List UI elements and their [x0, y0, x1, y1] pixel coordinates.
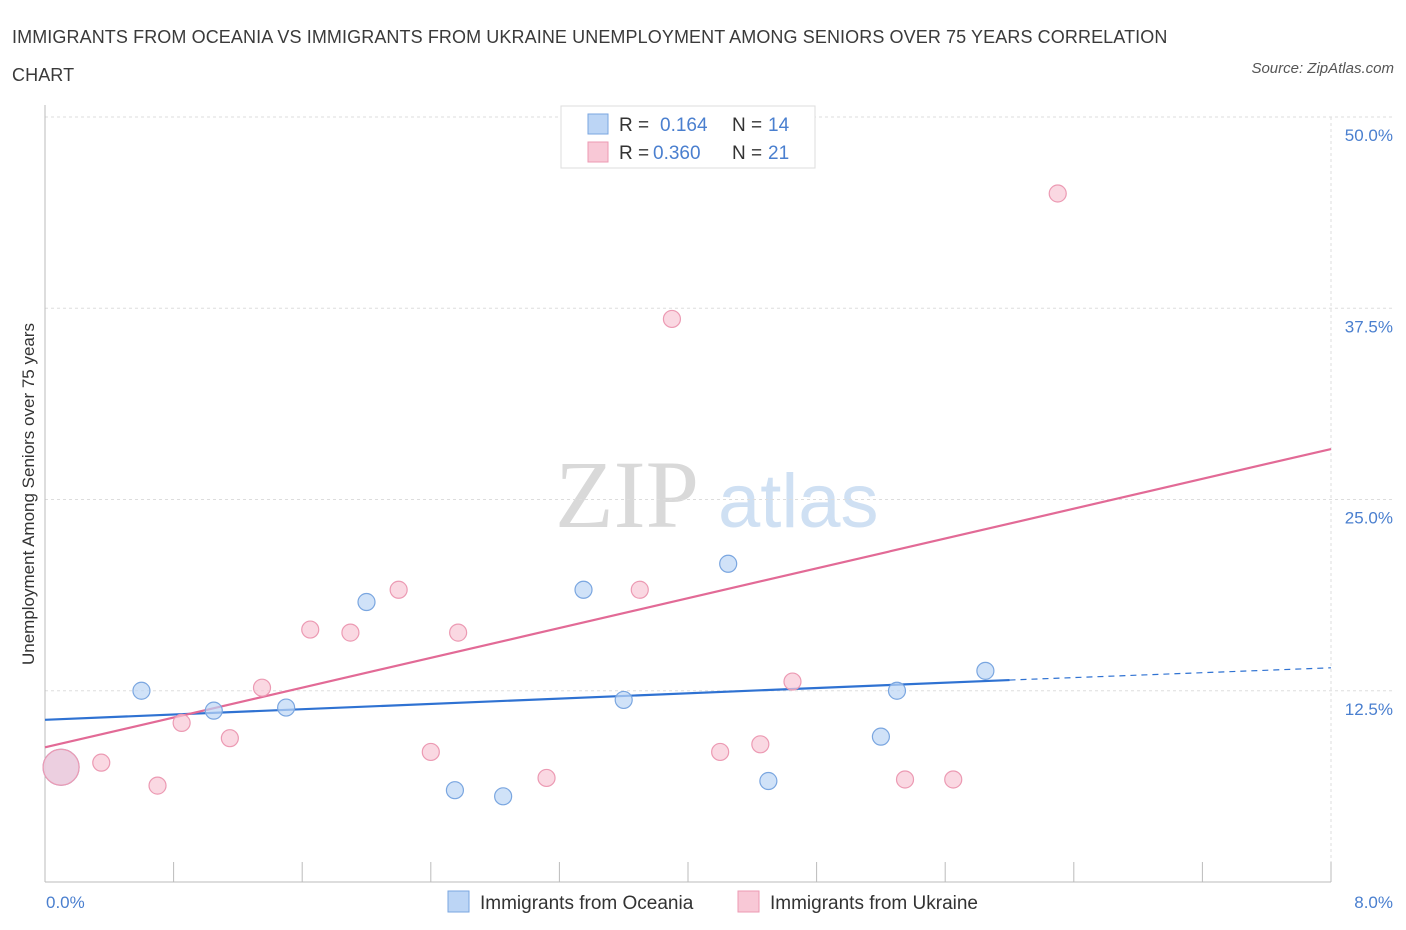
- point-ukraine: [421, 742, 440, 762]
- point-ukraine: [172, 713, 191, 732]
- point-oceania: [277, 698, 296, 717]
- point-ukraine: [42, 748, 80, 786]
- point-ukraine: [341, 623, 360, 642]
- point-oceania: [132, 681, 151, 700]
- point-ukraine: [537, 768, 556, 788]
- x-tick-label-max: 8.0%: [1354, 893, 1393, 912]
- x-tick-label-min: 0.0%: [46, 893, 85, 912]
- legend-r-label-oceania: R =: [619, 115, 649, 136]
- legend-n-value-ukraine: 21: [768, 143, 789, 164]
- y-tick-label: 12.5%: [1345, 700, 1393, 719]
- legend-n-label-oceania: N =: [732, 115, 762, 136]
- trend-line-ukraine: [44, 447, 1332, 749]
- y-tick-label: 37.5%: [1345, 317, 1393, 336]
- legend-r-value-oceania: 0.164: [660, 115, 708, 136]
- point-oceania: [614, 690, 633, 710]
- chart-title: IMMIGRANTS FROM OCEANIA VS IMMIGRANTS FR…: [12, 27, 1168, 85]
- point-oceania: [976, 661, 995, 680]
- legend-r-value-ukraine: 0.360: [653, 143, 701, 164]
- point-ukraine: [301, 620, 320, 639]
- point-oceania: [871, 727, 891, 746]
- bottom-legend-swatch-oceania: [447, 890, 470, 913]
- point-ukraine: [751, 735, 770, 754]
- point-ukraine: [662, 309, 682, 329]
- point-oceania: [719, 554, 738, 573]
- point-oceania: [204, 701, 223, 720]
- point-ukraine: [711, 742, 730, 762]
- point-oceania: [357, 592, 376, 612]
- point-ukraine: [220, 729, 239, 748]
- x-tick-marks: [44, 862, 1332, 882]
- point-ukraine: [252, 678, 272, 697]
- point-oceania: [759, 771, 778, 791]
- bottom-legend-swatch-ukraine: [737, 890, 760, 913]
- point-ukraine: [148, 776, 167, 795]
- watermark-atlas: atlas: [718, 459, 879, 544]
- point-ukraine: [389, 580, 408, 599]
- correlation-legend: R = 0.164 N = 14 R = 0.360 N = 21: [560, 105, 816, 169]
- bottom-legend-label-oceania: Immigrants from Oceania: [480, 893, 694, 914]
- legend-n-value-oceania: 14: [768, 115, 790, 136]
- point-ukraine: [92, 753, 111, 772]
- y-tick-label: 50.0%: [1345, 126, 1393, 145]
- legend-r-label-ukraine: R =: [619, 143, 649, 164]
- grid-layer: [45, 116, 1393, 882]
- point-ukraine: [1048, 184, 1067, 203]
- point-ukraine: [783, 672, 802, 691]
- point-ukraine: [449, 623, 468, 642]
- source-label: Source: ZipAtlas.com: [1251, 60, 1394, 77]
- legend-n-label-ukraine: N =: [732, 143, 762, 164]
- point-oceania: [494, 787, 513, 806]
- point-oceania: [574, 580, 593, 599]
- point-ukraine: [630, 580, 649, 599]
- legend-swatch-ukraine: [587, 141, 609, 163]
- y-axis-title: Unemployment Among Seniors over 75 years: [19, 323, 38, 665]
- point-ukraine: [944, 770, 963, 789]
- point-oceania: [445, 781, 465, 800]
- watermark-zip: ZIP: [555, 441, 699, 548]
- series-legend: Immigrants from Oceania Immigrants from …: [447, 890, 978, 914]
- point-oceania: [887, 681, 907, 700]
- trend-line-oceania-extension: [1009, 667, 1332, 681]
- y-tick-label: 25.0%: [1345, 509, 1393, 528]
- y-tick-labels: 12.5% 25.0% 37.5% 50.0%: [1345, 126, 1393, 719]
- bottom-legend-label-ukraine: Immigrants from Ukraine: [770, 893, 978, 914]
- legend-swatch-oceania: [587, 113, 609, 135]
- point-ukraine: [895, 770, 915, 789]
